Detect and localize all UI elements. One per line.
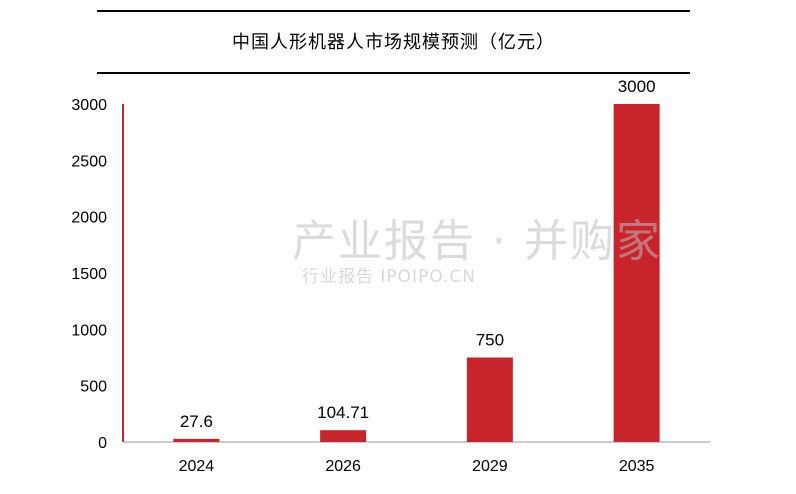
- y-tick-label: 1500: [71, 266, 107, 283]
- y-axis-ticks: 0 500 1000 1500 2000 2500 3000: [71, 97, 107, 452]
- data-label-2024: 27.6: [180, 412, 213, 431]
- y-tick-label: 1000: [71, 322, 107, 339]
- data-label-2035: 3000: [618, 77, 656, 96]
- x-tick-label: 2026: [325, 458, 361, 475]
- chart-title: 中国人形机器人市场规模预测（亿元）: [232, 32, 555, 53]
- x-tick-label: 2024: [179, 458, 215, 475]
- x-tick-label: 2029: [472, 458, 508, 475]
- data-label-2029: 750: [476, 331, 504, 350]
- bars: [173, 104, 660, 442]
- y-tick-label: 2000: [71, 210, 107, 227]
- data-labels: 27.6 104.71 750 3000: [180, 77, 656, 431]
- y-tick-label: 3000: [71, 97, 107, 114]
- bar-2026: [320, 430, 367, 442]
- title-bottom-rule: [97, 72, 690, 74]
- bar-2029: [466, 357, 513, 442]
- y-tick-label: 2500: [71, 153, 107, 170]
- watermark-sub: 行业报告 IPOIPO.CN: [302, 267, 476, 287]
- x-tick-label: 2035: [619, 458, 655, 475]
- bar-2024: [173, 438, 220, 442]
- y-tick-label: 0: [98, 435, 107, 452]
- y-tick-label: 500: [80, 379, 107, 396]
- watermark-main: 产业报告 · 并购家: [292, 216, 662, 267]
- title-top-rule: [97, 10, 690, 12]
- data-label-2026: 104.71: [317, 403, 369, 422]
- bar-2035: [613, 104, 660, 442]
- x-axis-ticks: 2024 2026 2029 2035: [179, 458, 655, 475]
